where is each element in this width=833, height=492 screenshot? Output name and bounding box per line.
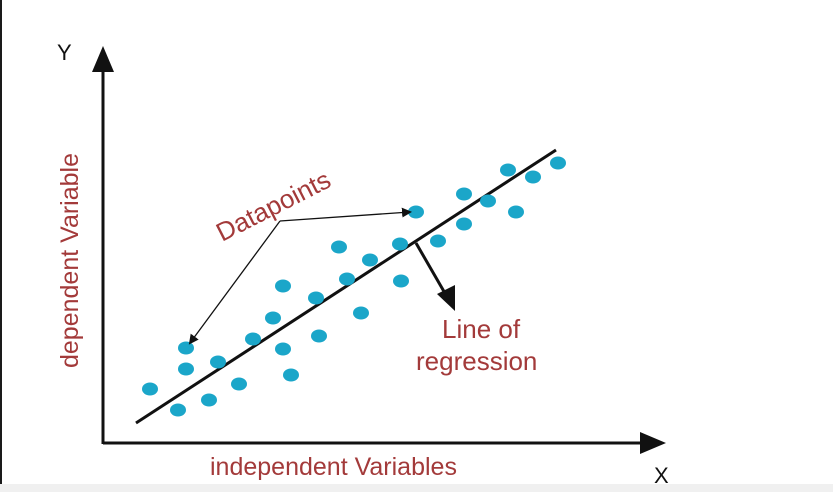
datapoint xyxy=(142,382,158,396)
datapoint xyxy=(311,329,327,343)
frame-edge-left xyxy=(0,0,2,492)
y-axis-title: dependent Variable xyxy=(56,153,84,368)
y-axis-arrowhead xyxy=(92,46,114,72)
datapoint xyxy=(408,205,424,219)
datapoint xyxy=(500,163,516,177)
datapoints-label: Datapoints xyxy=(211,164,335,247)
datapoint xyxy=(210,355,226,369)
datapoint xyxy=(275,279,291,293)
datapoint xyxy=(339,272,355,286)
datapoint xyxy=(393,274,409,288)
datapoint xyxy=(283,368,299,382)
datapoint xyxy=(275,342,291,356)
datapoint xyxy=(231,377,247,391)
regression-pointer-head xyxy=(437,285,455,311)
datapoint xyxy=(362,253,378,267)
datapoint xyxy=(201,393,217,407)
regression-label-line-1: Line of xyxy=(442,314,521,344)
y-axis-letter: Y xyxy=(57,40,72,65)
x-axis-arrowhead xyxy=(640,432,666,454)
regression-pointer-shaft xyxy=(414,242,448,296)
x-axis-letter: X xyxy=(654,463,669,488)
datapoints-group xyxy=(142,156,566,417)
datapoints-pointer-lower xyxy=(188,220,281,345)
datapoint xyxy=(245,332,261,346)
datapoint xyxy=(265,311,281,325)
frame-edge-bottom xyxy=(0,484,833,492)
datapoint xyxy=(550,156,566,170)
datapoint xyxy=(456,187,472,201)
datapoints-pointer-upper xyxy=(279,207,412,222)
datapoint xyxy=(480,194,496,208)
regression-line xyxy=(135,148,557,425)
x-axis-title: independent Variables xyxy=(210,453,457,481)
datapoint xyxy=(331,240,347,254)
datapoint xyxy=(178,362,194,376)
datapoint xyxy=(170,403,186,417)
regression-label-line-2: regression xyxy=(416,346,537,376)
datapoint xyxy=(353,306,369,320)
datapoint xyxy=(456,217,472,231)
datapoint xyxy=(508,205,524,219)
datapoint xyxy=(178,341,194,355)
datapoint xyxy=(308,291,324,305)
datapoint xyxy=(430,234,446,248)
datapoint xyxy=(525,170,541,184)
datapoint xyxy=(392,237,408,251)
